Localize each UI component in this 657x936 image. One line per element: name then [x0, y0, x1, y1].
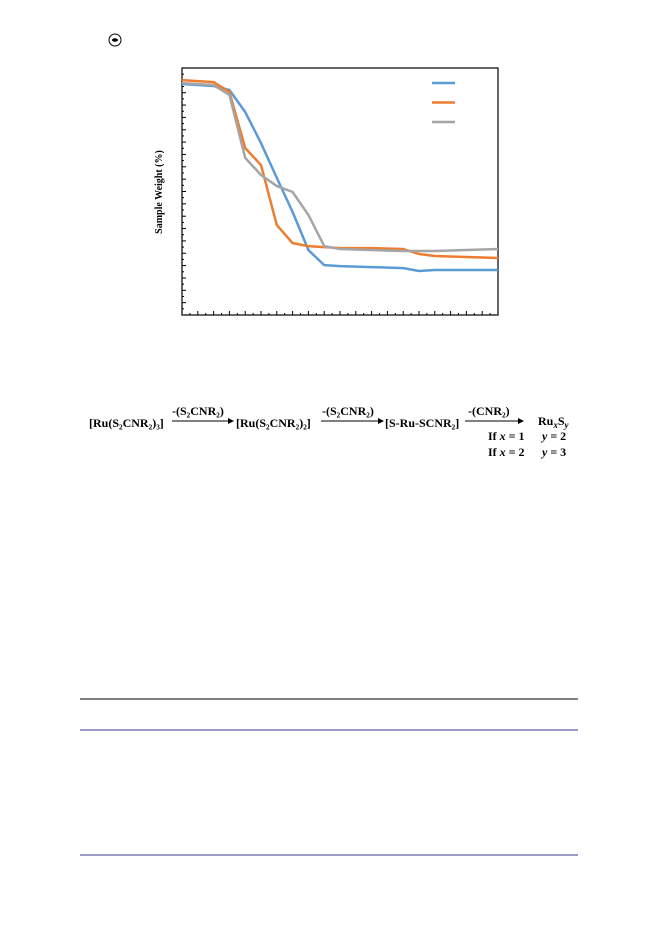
text: If — [488, 445, 500, 459]
text: y — [564, 420, 570, 430]
logo-mark — [112, 38, 118, 42]
text: If — [488, 429, 500, 443]
y-axis-label: Sample Weight (%) — [154, 150, 165, 234]
text: y — [540, 445, 548, 459]
plot-frame — [181, 67, 499, 316]
text: S — [558, 414, 565, 428]
text: = 3 — [547, 445, 566, 459]
series-line — [181, 81, 499, 253]
text: x — [552, 420, 558, 430]
arrow-head — [518, 418, 524, 424]
text: x — [499, 429, 506, 443]
series-line — [181, 82, 498, 273]
species: [S-Ru-SCNR₂] — [385, 416, 459, 430]
logo — [108, 33, 122, 47]
text: = 2 — [506, 445, 525, 459]
arrow-head — [378, 418, 384, 424]
species: [Ru(S₂CNR₂)₂] — [236, 416, 311, 430]
arrow-label: -(S₂CNR₂) — [172, 404, 224, 418]
text: x — [499, 445, 506, 459]
scheme: [Ru(S₂CNR₂)₃] -(S₂CNR₂) [Ru(S₂CNR₂)₂] -(… — [89, 404, 570, 459]
condition: If x = 2 y = 3 — [488, 445, 566, 459]
condition: If x = 1 y = 2 — [488, 429, 566, 443]
product: RuxSy — [538, 414, 570, 430]
arrow-label: -(CNR₂) — [468, 404, 510, 418]
series-line — [181, 78, 499, 260]
arrow-head — [228, 418, 234, 424]
text: y — [540, 429, 548, 443]
text: = 1 — [506, 429, 525, 443]
species: [Ru(S₂CNR₂)₃] — [89, 416, 164, 430]
text: Ru — [538, 414, 554, 428]
arrow-label: -(S₂CNR₂) — [322, 404, 374, 418]
text: = 2 — [547, 429, 566, 443]
